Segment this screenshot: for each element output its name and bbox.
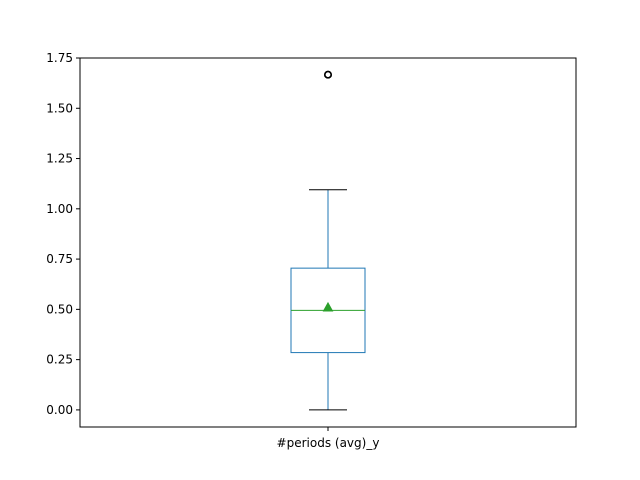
y-tick-label: 0.75 — [46, 252, 73, 266]
y-axis: 0.00 0.25 0.50 0.75 1.00 1.25 1.50 1.75 — [46, 51, 80, 417]
plot-frame — [79, 57, 577, 428]
mean-marker — [322, 301, 334, 312]
y-tick-label: 1.25 — [46, 152, 73, 166]
y-tick-label: 0.50 — [46, 302, 73, 316]
x-tick-label: #periods (avg)_y — [277, 436, 380, 450]
y-tick-label: 1.75 — [46, 51, 73, 65]
y-tick-label: 1.50 — [46, 101, 73, 115]
outlier-point — [324, 70, 332, 79]
y-tick-label: 0.25 — [46, 353, 73, 367]
x-axis: #periods (avg)_y — [277, 427, 380, 450]
box-series — [290, 70, 366, 411]
y-tick-label: 1.00 — [46, 202, 73, 216]
y-tick-label: 0.00 — [46, 403, 73, 417]
